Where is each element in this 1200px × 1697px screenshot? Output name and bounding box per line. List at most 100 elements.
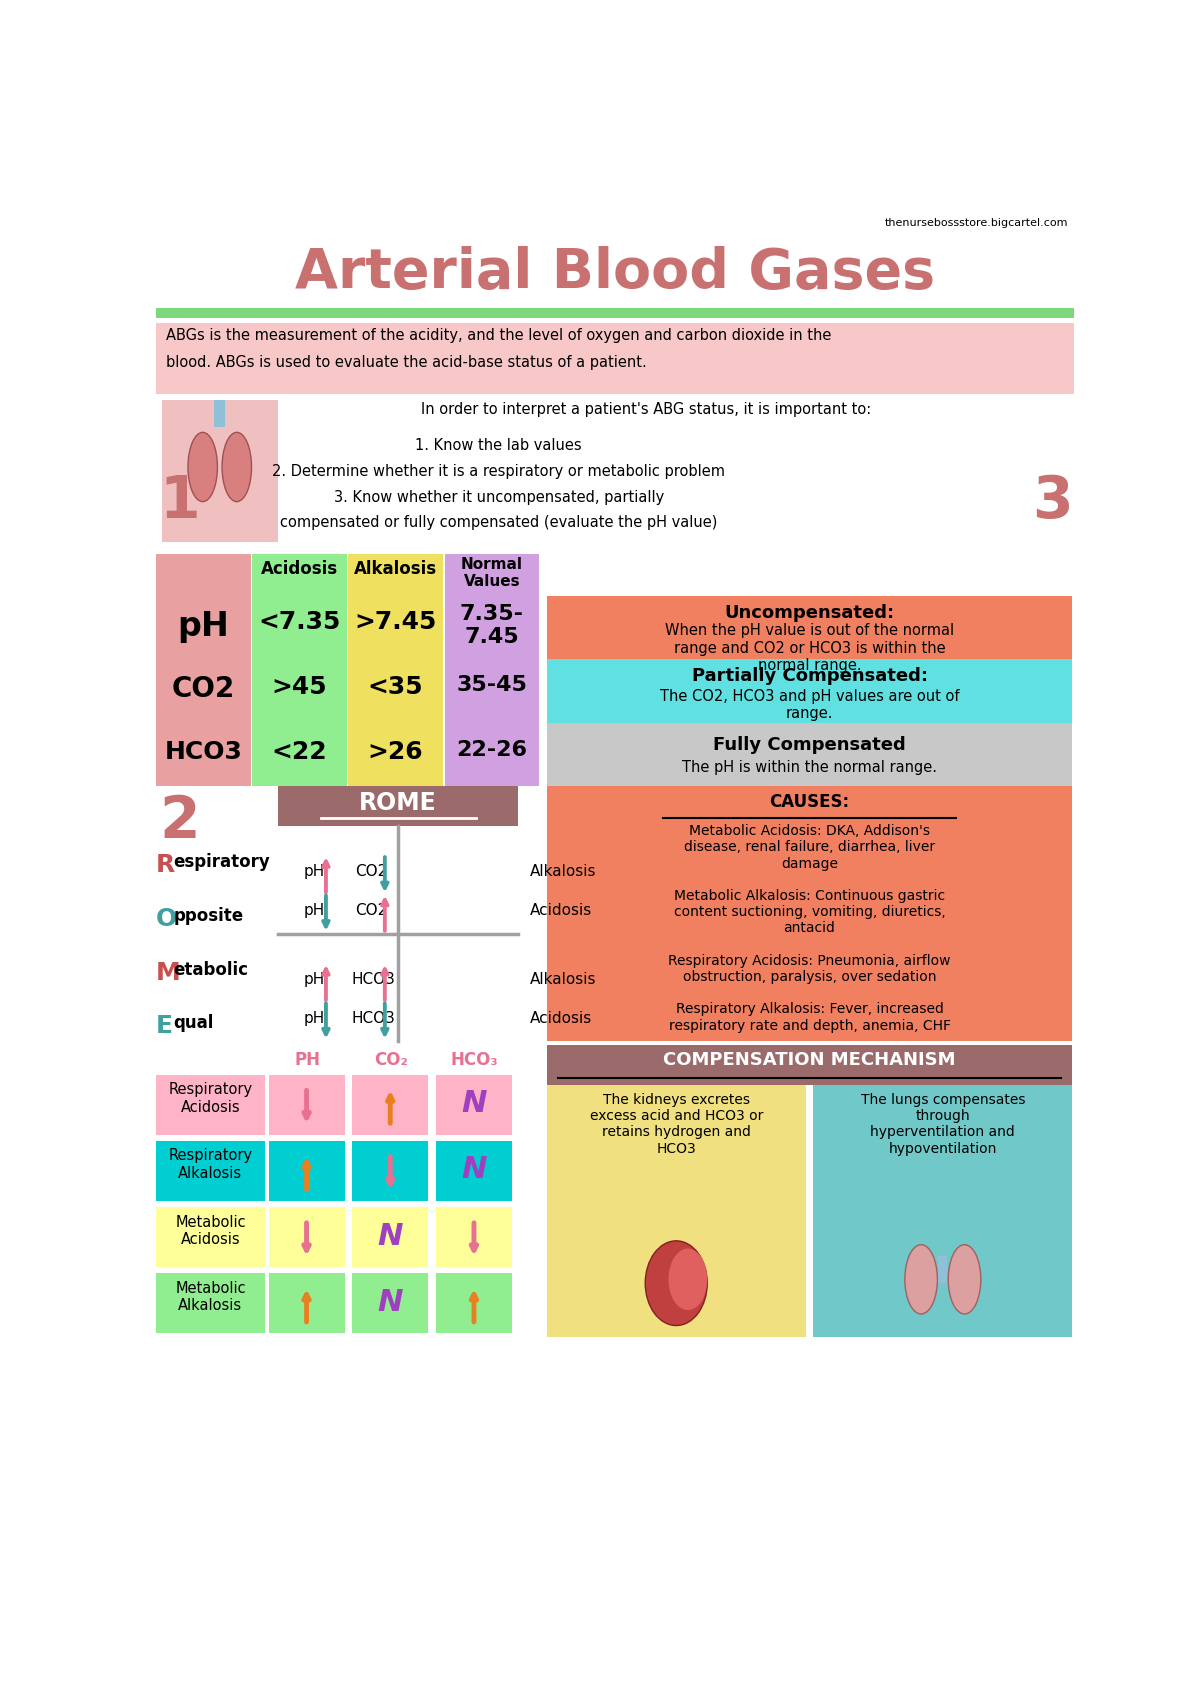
FancyBboxPatch shape [252,553,347,596]
FancyBboxPatch shape [348,553,443,596]
Text: The lungs compensates
through
hyperventilation and
hypoventilation: The lungs compensates through hyperventi… [860,1093,1025,1156]
FancyBboxPatch shape [436,1207,512,1268]
Text: CO2: CO2 [355,864,388,879]
Text: N: N [378,1222,403,1251]
FancyBboxPatch shape [156,322,1074,394]
Text: <7.35: <7.35 [258,611,341,635]
Text: >7.45: >7.45 [354,611,437,635]
FancyBboxPatch shape [278,786,518,826]
Text: 2. Determine whether it is a respiratory or metabolic problem: 2. Determine whether it is a respiratory… [272,463,725,479]
Text: HCO3: HCO3 [352,972,395,988]
Text: When the pH value is out of the normal
range and CO2 or HCO3 is within the
norma: When the pH value is out of the normal r… [665,623,954,674]
Text: HCO3: HCO3 [164,740,242,764]
Text: >26: >26 [368,740,424,764]
Text: R: R [156,854,175,877]
Text: Metabolic Acidosis: DKA, Addison's
disease, renal failure, diarrhea, liver
damag: Metabolic Acidosis: DKA, Addison's disea… [668,825,950,1033]
Text: Respiratory
Acidosis: Respiratory Acidosis [168,1083,252,1115]
Text: pH: pH [178,611,229,643]
Text: COMPENSATION MECHANISM: COMPENSATION MECHANISM [664,1052,955,1069]
FancyBboxPatch shape [547,660,1073,723]
FancyBboxPatch shape [547,1086,805,1337]
Text: N: N [378,1288,403,1317]
Text: Acidosis: Acidosis [529,1011,592,1025]
Text: Fully Compensated: Fully Compensated [713,736,906,755]
Text: pH: pH [304,1011,325,1025]
Text: CO2: CO2 [355,903,388,918]
FancyBboxPatch shape [444,723,539,786]
Text: 3: 3 [1032,473,1073,529]
FancyBboxPatch shape [938,1256,948,1283]
FancyBboxPatch shape [353,1273,428,1334]
Text: E: E [156,1015,173,1039]
Text: thenursebossstore.bigcartel.com: thenursebossstore.bigcartel.com [884,217,1068,227]
Text: ABGs is the measurement of the acidity, and the level of oxygen and carbon dioxi: ABGs is the measurement of the acidity, … [166,329,830,343]
Text: 3. Know whether it uncompensated, partially: 3. Know whether it uncompensated, partia… [334,490,664,506]
Text: <22: <22 [271,740,328,764]
FancyBboxPatch shape [348,660,443,723]
Text: The pH is within the normal range.: The pH is within the normal range. [682,760,937,774]
FancyBboxPatch shape [436,1074,512,1135]
FancyBboxPatch shape [348,596,443,660]
Text: CO₂: CO₂ [374,1052,408,1069]
FancyBboxPatch shape [353,1207,428,1268]
Text: 7.35-
7.45: 7.35- 7.45 [460,604,523,647]
FancyBboxPatch shape [156,307,1074,319]
Text: HCO₃: HCO₃ [451,1052,498,1069]
FancyBboxPatch shape [353,1140,428,1201]
FancyBboxPatch shape [269,1207,344,1268]
FancyBboxPatch shape [547,596,1073,660]
Ellipse shape [646,1241,707,1325]
Text: CAUSES:: CAUSES: [769,794,850,811]
Text: N: N [461,1156,487,1185]
Text: qual: qual [173,1015,214,1032]
FancyBboxPatch shape [156,1207,265,1268]
Text: Alkalosis: Alkalosis [529,972,596,988]
FancyBboxPatch shape [156,1140,265,1201]
Text: In order to interpret a patient's ABG status, it is important to:: In order to interpret a patient's ABG st… [421,402,871,417]
Text: CO2: CO2 [172,675,235,703]
Text: Respiratory
Alkalosis: Respiratory Alkalosis [168,1149,252,1181]
Text: pposite: pposite [173,906,244,925]
FancyBboxPatch shape [269,1074,344,1135]
Text: O: O [156,906,178,930]
Text: compensated or fully compensated (evaluate the pH value): compensated or fully compensated (evalua… [280,516,718,531]
Ellipse shape [668,1249,707,1310]
FancyBboxPatch shape [444,596,539,660]
Text: Metabolic
Alkalosis: Metabolic Alkalosis [175,1281,246,1313]
Text: The kidneys excretes
excess acid and HCO3 or
retains hydrogen and
HCO3: The kidneys excretes excess acid and HCO… [589,1093,763,1156]
FancyBboxPatch shape [269,1140,344,1201]
Text: 35-45: 35-45 [456,675,527,694]
FancyBboxPatch shape [252,723,347,786]
FancyBboxPatch shape [156,660,251,723]
Text: blood. ABGs is used to evaluate the acid-base status of a patient.: blood. ABGs is used to evaluate the acid… [166,355,647,370]
Text: pH: pH [304,864,325,879]
FancyBboxPatch shape [252,596,347,660]
Text: 1. Know the lab values: 1. Know the lab values [415,438,582,453]
FancyBboxPatch shape [436,1140,512,1201]
FancyBboxPatch shape [444,660,539,723]
Text: Metabolic
Acidosis: Metabolic Acidosis [175,1215,246,1247]
FancyBboxPatch shape [156,723,251,786]
Text: Normal
Values: Normal Values [461,557,523,589]
Text: Alkalosis: Alkalosis [354,560,437,579]
Text: HCO3: HCO3 [352,1011,395,1025]
Text: PH: PH [294,1052,320,1069]
FancyBboxPatch shape [348,723,443,786]
FancyBboxPatch shape [156,596,251,660]
Text: Alkalosis: Alkalosis [529,864,596,879]
FancyBboxPatch shape [547,723,1073,786]
Text: 22-26: 22-26 [456,740,527,760]
Text: Uncompensated:: Uncompensated: [725,604,894,623]
Text: pH: pH [304,903,325,918]
Text: >45: >45 [271,675,328,699]
Text: <35: <35 [368,675,424,699]
Ellipse shape [905,1244,937,1313]
FancyBboxPatch shape [215,400,226,428]
Text: ROME: ROME [359,791,437,815]
FancyBboxPatch shape [444,553,539,596]
Text: 2: 2 [160,794,199,850]
Text: 1: 1 [160,473,199,529]
Ellipse shape [222,433,252,502]
FancyBboxPatch shape [353,1074,428,1135]
FancyBboxPatch shape [547,786,1073,1042]
